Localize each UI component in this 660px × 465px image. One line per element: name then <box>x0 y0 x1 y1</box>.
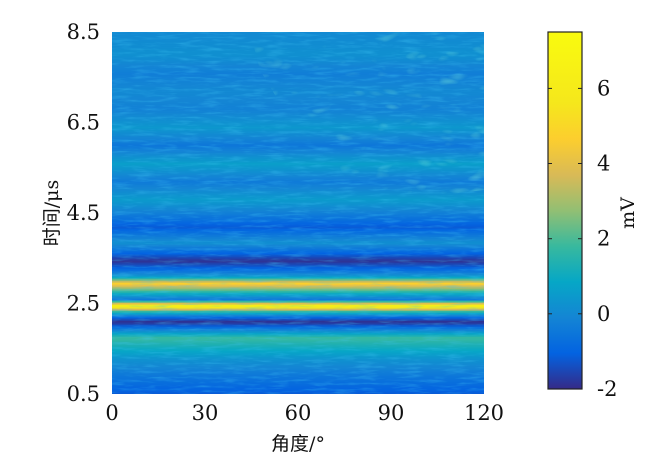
y-tick-label: 4.5 <box>67 201 100 225</box>
colorbar-label: mV <box>617 197 639 229</box>
x-tick-label: 30 <box>192 401 219 425</box>
colorbar <box>547 31 583 390</box>
x-tick-label: 90 <box>378 401 405 425</box>
y-axis-label: 时间/μs <box>41 180 63 247</box>
y-tick-label: 0.5 <box>67 382 100 406</box>
colorbar-tick-label: 6 <box>597 76 610 100</box>
colorbar-tick-label: 0 <box>597 302 610 326</box>
y-tick-label: 8.5 <box>67 20 100 44</box>
x-tick-label: 0 <box>105 401 118 425</box>
x-tick-label: 120 <box>464 401 504 425</box>
y-tick-label: 6.5 <box>67 111 100 135</box>
colorbar-tick-label: 4 <box>597 152 610 176</box>
y-axis-ticks: 0.5 2.5 4.5 6.5 8.5 <box>67 20 100 406</box>
colorbar-tick-label: -2 <box>597 377 617 401</box>
y-tick-label: 2.5 <box>67 292 100 316</box>
x-axis-label: 角度/° <box>271 433 325 455</box>
x-tick-label: 60 <box>285 401 312 425</box>
colorbar-ticks: -2 0 2 4 6 <box>548 76 617 401</box>
x-axis-ticks: 0 30 60 90 120 <box>105 401 504 425</box>
colorbar-tick-label: 2 <box>597 227 610 251</box>
